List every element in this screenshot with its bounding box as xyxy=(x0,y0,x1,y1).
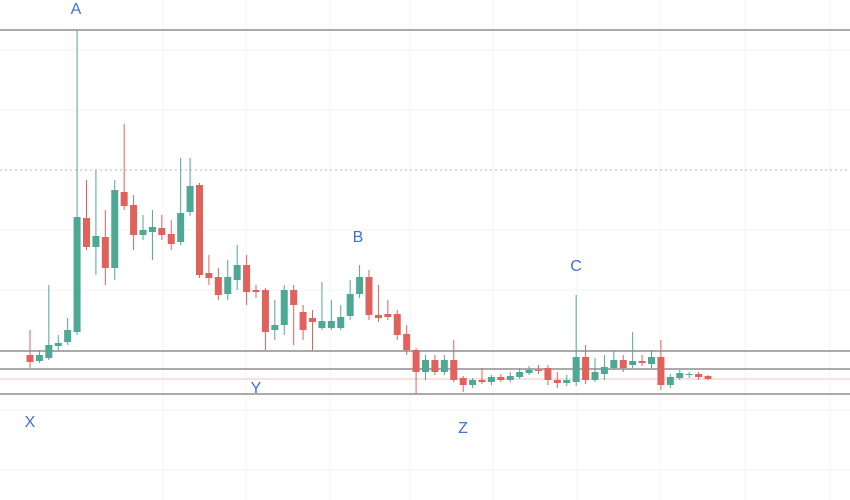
annotation: Y xyxy=(251,380,262,397)
candle-body xyxy=(252,290,260,292)
candle-body xyxy=(243,265,251,292)
candle-body xyxy=(186,186,194,212)
candle-body xyxy=(167,234,175,244)
candle-body xyxy=(638,361,646,363)
candle-body xyxy=(431,360,439,372)
annotation: C xyxy=(570,258,582,275)
candle-body xyxy=(224,277,232,294)
candle-body xyxy=(120,192,128,206)
candle-body xyxy=(403,334,411,350)
candle-body xyxy=(365,277,373,315)
annotation: X xyxy=(25,414,36,431)
candle-body xyxy=(205,273,213,278)
candle-body xyxy=(158,228,166,235)
candle-body xyxy=(393,314,401,335)
candle-body xyxy=(525,370,533,373)
candle-body xyxy=(412,350,420,372)
candle-body xyxy=(704,376,712,379)
candle-body xyxy=(280,290,288,325)
candle-body xyxy=(299,312,307,330)
candle-body xyxy=(177,213,185,242)
candle-body xyxy=(101,237,109,268)
candle-body xyxy=(657,357,665,385)
candle-body xyxy=(497,377,505,380)
candle-body xyxy=(422,360,429,372)
candle-body xyxy=(506,376,514,380)
candle-body xyxy=(553,380,561,383)
candle-body xyxy=(563,380,571,383)
candle-body xyxy=(148,227,156,232)
candle-body xyxy=(346,294,354,316)
candle-body xyxy=(327,321,335,328)
candle-body xyxy=(384,314,392,317)
candle-body xyxy=(487,377,495,382)
candle-body xyxy=(629,361,637,365)
candle-body xyxy=(196,185,203,275)
candle-body xyxy=(111,190,119,268)
candle-body xyxy=(64,330,72,342)
candle-body xyxy=(676,373,684,378)
candle-body xyxy=(535,370,542,371)
candle-body xyxy=(54,343,62,346)
candle-body xyxy=(666,377,674,385)
candle-body xyxy=(544,368,552,380)
annotation: A xyxy=(71,1,82,18)
candle-body xyxy=(685,374,693,375)
candle-body xyxy=(214,277,222,295)
candle-body xyxy=(130,205,138,235)
annotation: B xyxy=(353,229,364,246)
candle-body xyxy=(695,374,703,377)
candle-body xyxy=(582,357,590,380)
candle-body xyxy=(290,290,298,305)
candle-body xyxy=(459,378,467,385)
candle-body xyxy=(591,372,599,380)
candle-body xyxy=(648,357,655,364)
candle-body xyxy=(516,372,524,377)
candle-body xyxy=(600,367,608,374)
candle-body xyxy=(309,318,316,322)
candle-body xyxy=(469,380,477,385)
candle-body xyxy=(450,360,458,380)
candle-body xyxy=(478,380,486,382)
candle-body xyxy=(610,360,618,368)
candle-body xyxy=(73,217,81,332)
candle-body xyxy=(139,230,147,235)
candle-body xyxy=(337,317,345,328)
candle-body xyxy=(356,277,364,294)
candle-body xyxy=(233,265,241,280)
candle-body xyxy=(374,315,382,318)
annotation: Z xyxy=(458,420,468,437)
candle-body xyxy=(92,236,100,247)
candle-body xyxy=(619,360,627,368)
candle-body xyxy=(261,290,269,332)
candle-body xyxy=(440,360,448,372)
candle-body xyxy=(271,325,279,330)
candle-body xyxy=(35,355,43,361)
candle-body xyxy=(572,357,580,382)
candle-body xyxy=(26,355,34,362)
candle-body xyxy=(83,218,90,247)
candle-body xyxy=(45,345,53,358)
candle-body xyxy=(318,321,326,328)
